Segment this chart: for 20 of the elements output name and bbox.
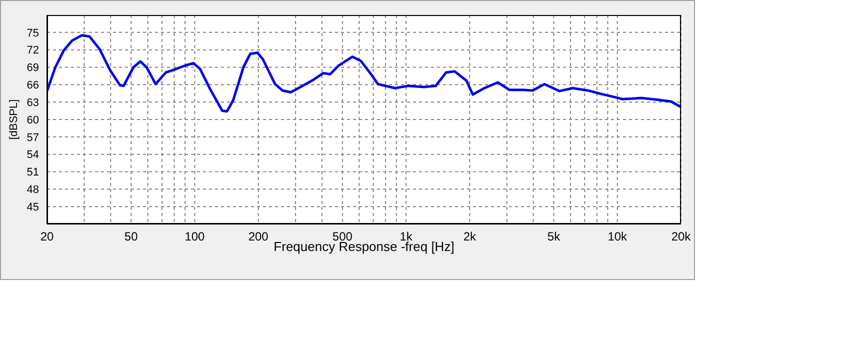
x-tick-label: 10k	[608, 230, 628, 244]
x-tick-label: 5k	[547, 230, 562, 244]
y-tick-label: 60	[26, 114, 39, 126]
y-tick-label: 54	[26, 149, 39, 162]
y-axis-title: [dBSPL]	[8, 99, 20, 140]
y-tick-label: 75	[26, 27, 39, 40]
x-tick-label: 20k	[671, 230, 692, 244]
x-tick-label: 2k	[463, 230, 477, 244]
y-tick-label: 51	[26, 166, 39, 179]
y-tick-label: 48	[26, 184, 39, 196]
y-tick-label: 63	[26, 96, 39, 109]
y-tick-label: 57	[26, 132, 39, 144]
x-tick-label: 20	[40, 230, 54, 244]
y-tick-label: 45	[26, 201, 39, 214]
y-tick-label: 66	[26, 80, 39, 92]
x-tick-label: 50	[124, 230, 138, 244]
x-tick-label: 200	[248, 230, 269, 244]
y-tick-label: 72	[26, 44, 39, 57]
y-tick-label: 69	[26, 62, 39, 74]
x-tick-label: 100	[184, 230, 206, 244]
